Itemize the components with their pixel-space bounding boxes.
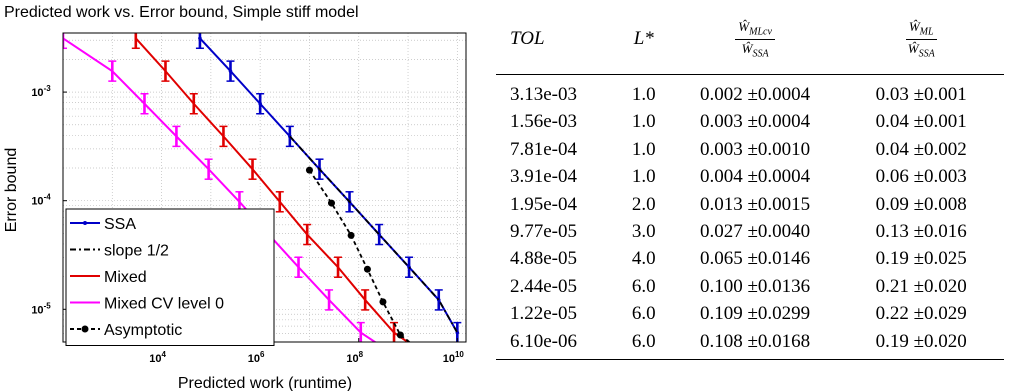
point-asymptotic [396,331,404,339]
series-line-slope-1-2 [289,135,459,334]
cell-lstar: 6.0 [631,275,656,297]
header-tol: TOL [496,14,616,75]
cell-ratio-mlcv: 0.027 ±0.0040 [699,221,811,243]
cell-ratio-ml: 0.22 ±0.029 [875,303,967,325]
y-axis-label: Error bound [3,148,20,233]
legend-item-asymptotic: Asymptotic [70,322,182,339]
cell-tol: 9.77e-05 [510,221,578,243]
cell-ratio-ml: 0.19 ±0.025 [875,248,967,270]
point-ssa [228,69,233,73]
series-slope-1-2 [289,135,459,334]
cell-lstar: 1.0 [631,138,656,160]
cell-lstar: 1.0 [631,111,656,133]
header-lstar: L* [615,14,672,75]
cell-tol: 7.81e-04 [510,138,578,160]
cell-lstar: 1.0 [631,166,656,188]
header-ratio-mlcv: ŴMLcv ŴSSA [671,14,839,75]
cell-lstar: 6.0 [615,327,672,361]
cell-tol: 1.95e-04 [510,193,578,215]
legend-box [65,208,275,346]
table-row: 3.13e-03 1.0 0.002 ±0.0004 0.03 ±0.001 [496,75,1004,109]
cell-ratio-ml: 0.09 ±0.008 [875,193,967,215]
cell-lstar: 1.0 [631,84,656,105]
point-asymptotic [419,349,426,356]
cell-lstar: 6.0 [631,303,656,325]
cell-ratio-mlcv: 0.065 ±0.0146 [699,248,811,270]
point-asymptotic [379,298,387,306]
table-row: 1.56e-03 1.0 0.003 ±0.0004 0.04 ±0.001 [496,108,1004,135]
cell-ratio-ml: 0.06 ±0.003 [875,166,967,188]
x-tick-label: 104 [149,350,166,365]
cell-ratio-ml: 0.21 ±0.020 [875,275,967,297]
x-tick-label: 1010 [443,350,465,365]
legend-label-mixed: Mixed [104,269,147,286]
chart-title: Predicted work vs. Error bound, Simple s… [4,4,359,21]
cell-lstar: 2.0 [631,193,656,215]
cell-ratio-ml: 0.04 ±0.001 [875,111,967,133]
legend-item-mixed: Mixed [70,269,147,286]
point-asymptotic [347,231,355,239]
legend-marker-asymptotic [81,325,89,333]
y-tick-label: 10-3 [31,84,51,99]
results-table: TOL L* ŴMLcv ŴSSA ŴML ŴSSA 3.13e-03 1.0 0.… [496,14,1004,361]
table-row: 4.88e-05 4.0 0.065 ±0.0146 0.19 ±0.025 [496,245,1004,272]
cell-ratio-mlcv: 0.002 ±0.0004 [699,84,811,105]
cell-ratio-mlcv: 0.100 ±0.0136 [699,275,811,297]
legend-label-mixed-cv-level-0: Mixed CV level 0 [104,296,224,313]
y-tick-label: 10-4 [31,193,51,208]
legend-item-mixed-cv-level-0: Mixed CV level 0 [70,296,224,313]
cell-tol: 1.56e-03 [510,111,578,133]
table-row: 1.22e-05 6.0 0.109 ±0.0299 0.22 ±0.029 [496,300,1004,327]
point-ssa [258,101,262,106]
cell-ratio-mlcv: 0.003 ±0.0010 [699,138,811,160]
legend-label-ssa: SSA [104,216,136,233]
cell-ratio-mlcv: 0.004 ±0.0004 [699,166,811,188]
table-row: 3.91e-04 1.0 0.004 ±0.0004 0.06 ±0.003 [496,163,1004,190]
point-asymptotic [305,166,313,174]
cell-ratio-mlcv: 0.003 ±0.0004 [699,111,811,133]
legend-label-slope-1-2: slope 1/2 [104,243,169,260]
cell-ratio-ml: 0.04 ±0.002 [875,138,967,160]
point-ssa [198,36,202,41]
cell-tol: 3.13e-03 [510,84,578,105]
point-asymptotic [327,199,335,207]
table-body: 3.13e-03 1.0 0.002 ±0.0004 0.03 ±0.001 1.56e… [496,75,1004,361]
legend-item-ssa: SSA [70,216,136,233]
cell-tol: 4.88e-05 [510,248,578,270]
cell-ratio-ml: 0.13 ±0.016 [875,221,967,243]
legend: SSA slope 1/2 Mixed Mixed CV level 0 Asympto… [65,208,275,346]
header-ratio-ml: ŴML ŴSSA [838,14,1004,75]
table-header-row: TOL L* ŴMLcv ŴSSA ŴML ŴSSA [496,14,1004,75]
table-row: 9.77e-05 3.0 0.027 ±0.0040 0.13 ±0.016 [496,218,1004,245]
table-row: 1.95e-04 2.0 0.013 ±0.0015 0.09 ±0.008 [496,191,1004,218]
table-row: 6.10e-06 6.0 0.108 ±0.0168 0.19 ±0.020 [496,327,1004,361]
cell-ratio-mlcv: 0.013 ±0.0015 [699,193,811,215]
cell-lstar: 3.0 [631,221,656,243]
table-row: 2.44e-05 6.0 0.100 ±0.0136 0.21 ±0.020 [496,273,1004,300]
series-mixed [131,33,427,342]
cell-tol: 2.44e-05 [510,275,578,297]
x-axis-label: Predicted work (runtime) [178,375,352,391]
cell-tol: 3.91e-04 [510,166,578,188]
results-table-container: TOL L* ŴMLcv ŴSSA ŴML ŴSSA 3.13e-03 1.0 0.… [496,14,1009,386]
cell-ratio-ml: 0.03 ±0.001 [875,84,967,105]
legend-label-asymptotic: Asymptotic [104,322,182,339]
cell-tol: 1.22e-05 [510,303,578,325]
cell-ratio-mlcv: 0.109 ±0.0299 [699,303,811,325]
cell-lstar: 4.0 [631,248,656,270]
point-asymptotic [363,265,371,273]
legend-item-slope-1-2: slope 1/2 [70,243,169,260]
y-tick-label: 10-5 [31,301,51,316]
cell-tol: 6.10e-06 [496,327,616,361]
series-asymptotic [305,166,426,356]
legend-marker-ssa [83,221,87,225]
cell-ratio-ml: 0.19 ±0.020 [838,327,1004,361]
cell-ratio-mlcv: 0.108 ±0.0168 [671,327,839,361]
table-row: 7.81e-04 1.0 0.003 ±0.0010 0.04 ±0.002 [496,136,1004,163]
x-tick-label: 106 [248,350,265,365]
chart: Predicted work vs. Error bound, Simple s… [3,4,467,391]
x-tick-label: 108 [346,350,363,365]
